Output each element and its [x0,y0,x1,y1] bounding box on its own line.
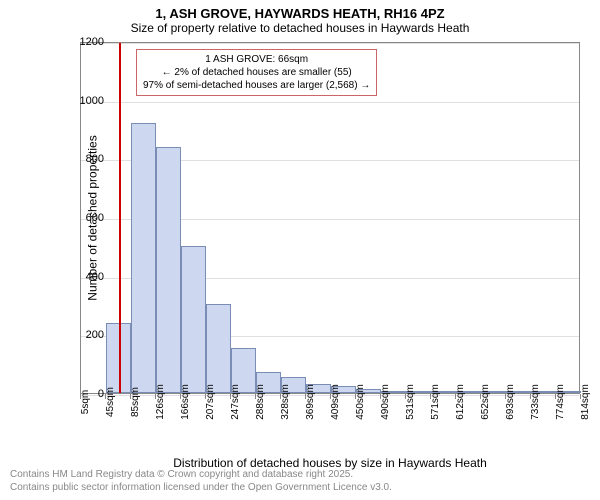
xtick-label: 733sqm [530,384,541,420]
xtick-label: 247sqm [230,384,241,420]
xtick-mark [255,394,256,399]
reference-line [119,43,121,393]
footer-attribution: Contains HM Land Registry data © Crown c… [10,469,392,494]
xtick-label: 774sqm [555,384,566,420]
xtick-label: 652sqm [480,384,491,420]
xtick-label: 288sqm [255,384,266,420]
xtick-mark [405,394,406,399]
annotation-box: 1 ASH GROVE: 66sqm← 2% of detached house… [136,49,377,96]
xtick-mark [205,394,206,399]
xtick-mark [305,394,306,399]
ytick-label: 1000 [80,95,104,107]
xtick-label: 328sqm [280,384,291,420]
ytick-label: 0 [98,388,104,400]
ytick-label: 200 [86,329,104,341]
xtick-label: 369sqm [305,384,316,420]
xtick-mark [430,394,431,399]
xtick-mark [380,394,381,399]
xtick-label: 693sqm [505,384,516,420]
xtick-label: 612sqm [455,384,466,420]
plot-area: 1 ASH GROVE: 66sqm← 2% of detached house… [80,42,580,394]
xtick-mark [455,394,456,399]
xtick-mark [280,394,281,399]
xtick-mark [155,394,156,399]
xtick-mark [130,394,131,399]
x-axis-label: Distribution of detached houses by size … [80,456,580,470]
xtick-mark [580,394,581,399]
xtick-label: 85sqm [130,387,141,417]
footer-line-1: Contains HM Land Registry data © Crown c… [10,469,392,482]
xtick-label: 5sqm [80,390,91,414]
xtick-mark [230,394,231,399]
xtick-label: 207sqm [205,384,216,420]
xtick-label: 409sqm [330,384,341,420]
xtick-mark [180,394,181,399]
annotation-line: ← 2% of detached houses are smaller (55) [143,66,370,79]
xtick-label: 126sqm [155,384,166,420]
xtick-mark [105,394,106,399]
histogram-bar [131,123,156,393]
ytick-label: 800 [86,153,104,165]
histogram-bar [206,304,231,393]
xtick-label: 531sqm [405,384,416,420]
chart-container: Number of detached properties 1 ASH GROV… [52,42,580,430]
gridline [81,102,579,103]
xtick-label: 450sqm [355,384,366,420]
histogram-bar [156,147,181,393]
xtick-label: 814sqm [580,384,591,420]
annotation-line: 97% of semi-detached houses are larger (… [143,79,370,92]
xtick-label: 166sqm [180,384,191,420]
xtick-label: 571sqm [430,384,441,420]
ytick-label: 600 [86,212,104,224]
xtick-mark [480,394,481,399]
xtick-mark [555,394,556,399]
xtick-label: 45sqm [105,387,116,417]
xtick-mark [505,394,506,399]
histogram-bar [181,246,206,393]
gridline [81,43,579,44]
ytick-label: 400 [86,271,104,283]
chart-subtitle: Size of property relative to detached ho… [0,21,600,35]
xtick-mark [80,394,81,399]
xtick-mark [330,394,331,399]
ytick-label: 1200 [80,36,104,48]
xtick-mark [355,394,356,399]
footer-line-2: Contains public sector information licen… [10,482,392,495]
xtick-mark [530,394,531,399]
xtick-label: 490sqm [380,384,391,420]
chart-title: 1, ASH GROVE, HAYWARDS HEATH, RH16 4PZ [0,6,600,21]
annotation-line: 1 ASH GROVE: 66sqm [143,53,370,66]
